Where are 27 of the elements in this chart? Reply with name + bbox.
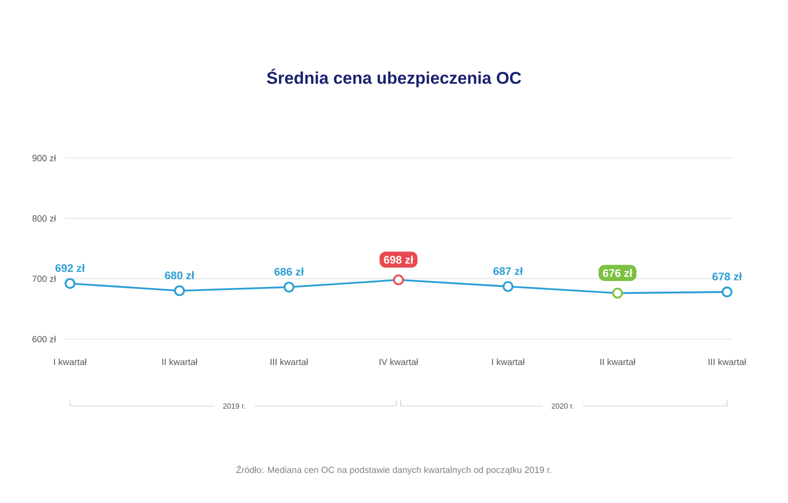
data-label: 676 zł (603, 268, 632, 277)
point (722, 286, 732, 298)
point (612, 288, 623, 299)
data-label: 678 zł (712, 272, 742, 280)
chart-title: Średnia cena ubezpieczenia OC (266, 68, 522, 88)
point (284, 282, 294, 292)
x-tick-label: II kwartał (600, 358, 636, 366)
point (502, 281, 514, 292)
y-tick-label: 700 zł (32, 275, 56, 282)
x-tick-label: I kwartał (492, 358, 525, 366)
x-tick-label: I kwartał (54, 358, 87, 366)
x-tick-label: III kwartał (708, 358, 746, 366)
text: Źródło: Mediana cen OC na podstawie danych kwartalnych od początku 2019 r. (236, 465, 552, 475)
y-tick-label: 600 zł (32, 336, 56, 342)
point (174, 285, 185, 296)
data-label: 686 zł (274, 268, 304, 276)
x-tick-label: III kwartał (270, 358, 308, 366)
y-tick-label: 800 zł (32, 215, 56, 222)
x-tick-label: II kwartał (162, 358, 198, 366)
data-label: 692 zł (55, 264, 85, 272)
data-label: 680 zł (164, 271, 194, 280)
x-tick-label: IV kwartał (380, 358, 418, 366)
data-label: 687 zł (493, 266, 523, 275)
point (393, 274, 404, 286)
y-tick-label: 900 zł (32, 154, 56, 162)
data-label: 698 zł (384, 256, 414, 264)
point (64, 278, 76, 289)
